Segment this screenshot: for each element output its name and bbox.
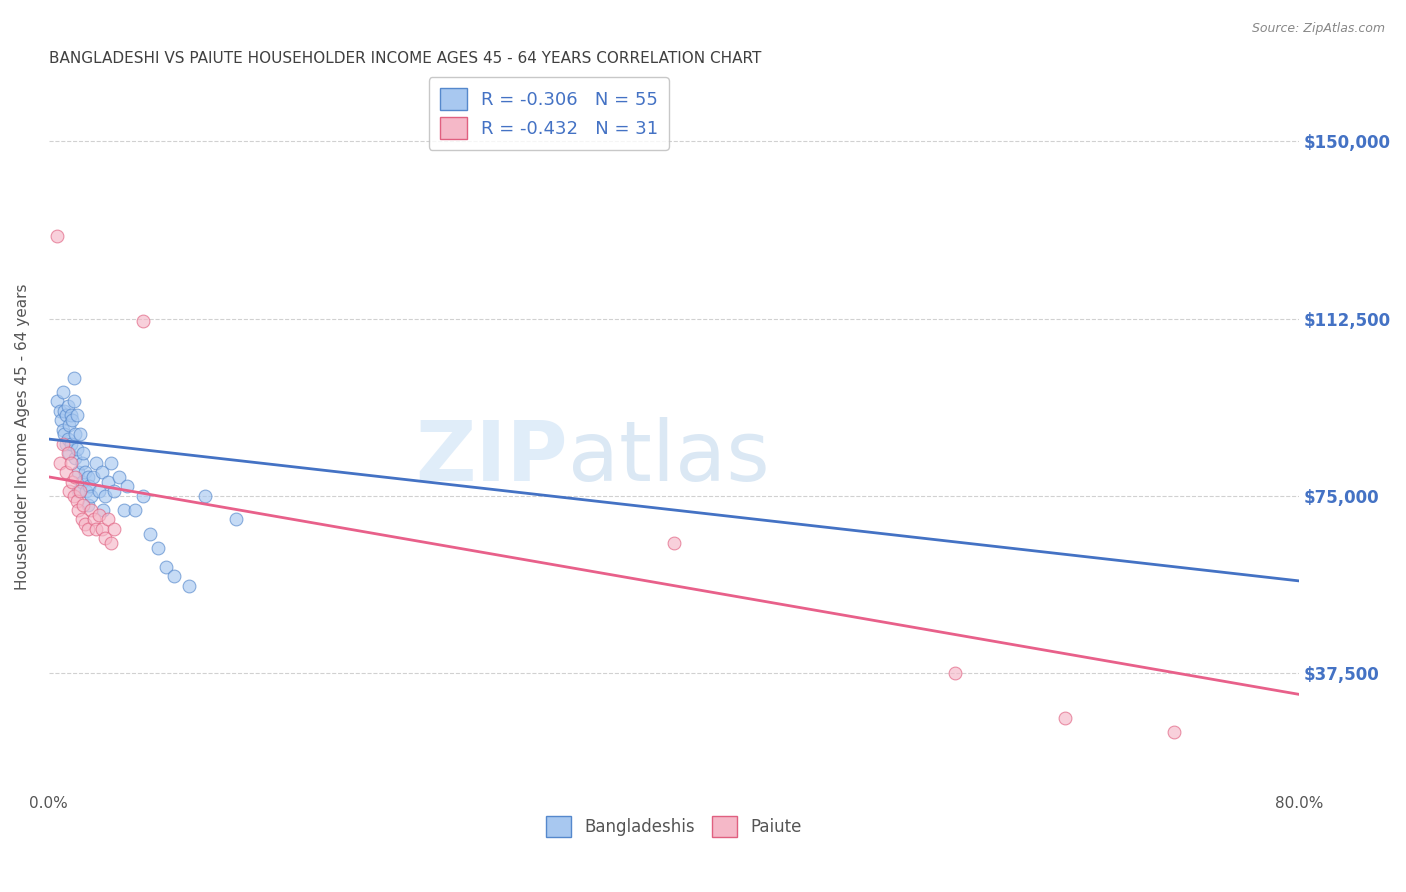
Point bbox=[70, 475, 93, 489]
Point bbox=[45, 228, 67, 243]
Point bbox=[66, 493, 89, 508]
Point bbox=[72, 446, 94, 460]
Point bbox=[82, 470, 104, 484]
Point bbox=[67, 503, 90, 517]
Point bbox=[662, 536, 685, 550]
Point bbox=[52, 437, 75, 451]
Point bbox=[58, 417, 80, 432]
Point bbox=[62, 489, 84, 503]
Point bbox=[100, 456, 122, 470]
Point bbox=[131, 489, 153, 503]
Point bbox=[55, 437, 77, 451]
Point bbox=[87, 484, 110, 499]
Point bbox=[1053, 711, 1076, 725]
Point bbox=[48, 456, 70, 470]
Point bbox=[48, 403, 70, 417]
Point bbox=[194, 489, 217, 503]
Point bbox=[59, 409, 82, 423]
Point bbox=[56, 432, 79, 446]
Point bbox=[94, 489, 117, 503]
Legend: Bangladeshis, Paiute: Bangladeshis, Paiute bbox=[540, 810, 808, 843]
Point bbox=[93, 503, 115, 517]
Point bbox=[62, 370, 84, 384]
Point bbox=[97, 512, 120, 526]
Point bbox=[69, 427, 91, 442]
Text: atlas: atlas bbox=[568, 417, 769, 499]
Point bbox=[56, 446, 79, 460]
Point bbox=[60, 475, 83, 489]
Point bbox=[139, 526, 162, 541]
Point bbox=[1163, 725, 1185, 739]
Point bbox=[67, 484, 90, 499]
Point bbox=[79, 479, 101, 493]
Point bbox=[58, 484, 80, 499]
Point bbox=[100, 536, 122, 550]
Point bbox=[76, 522, 98, 536]
Point bbox=[59, 437, 82, 451]
Point bbox=[115, 479, 138, 493]
Point bbox=[179, 579, 201, 593]
Point bbox=[146, 541, 169, 555]
Point bbox=[80, 503, 103, 517]
Point bbox=[163, 569, 186, 583]
Text: BANGLADESHI VS PAIUTE HOUSEHOLDER INCOME AGES 45 - 64 YEARS CORRELATION CHART: BANGLADESHI VS PAIUTE HOUSEHOLDER INCOME… bbox=[49, 51, 761, 66]
Point bbox=[83, 512, 105, 526]
Text: Source: ZipAtlas.com: Source: ZipAtlas.com bbox=[1251, 22, 1385, 36]
Point bbox=[94, 532, 117, 546]
Point bbox=[75, 484, 97, 499]
Point bbox=[53, 403, 76, 417]
Point bbox=[53, 427, 76, 442]
Point bbox=[84, 456, 107, 470]
Point bbox=[65, 427, 87, 442]
Point bbox=[52, 423, 75, 437]
Y-axis label: Householder Income Ages 45 - 64 years: Householder Income Ages 45 - 64 years bbox=[15, 284, 30, 590]
Point bbox=[103, 484, 125, 499]
Point bbox=[60, 413, 83, 427]
Point bbox=[103, 522, 125, 536]
Point bbox=[56, 399, 79, 413]
Point bbox=[66, 409, 89, 423]
Point bbox=[97, 475, 120, 489]
Point bbox=[76, 498, 98, 512]
Point bbox=[225, 512, 247, 526]
Point bbox=[155, 559, 177, 574]
Point bbox=[66, 442, 89, 456]
Point bbox=[90, 465, 112, 479]
Point bbox=[76, 470, 98, 484]
Point bbox=[62, 394, 84, 409]
Point bbox=[112, 503, 135, 517]
Point bbox=[58, 446, 80, 460]
Point bbox=[87, 508, 110, 522]
Point bbox=[80, 489, 103, 503]
Point bbox=[52, 384, 75, 399]
Point bbox=[67, 465, 90, 479]
Point bbox=[131, 314, 153, 328]
Text: ZIP: ZIP bbox=[415, 417, 568, 499]
Point bbox=[65, 470, 87, 484]
Point bbox=[90, 522, 112, 536]
Point bbox=[943, 666, 966, 681]
Point bbox=[84, 522, 107, 536]
Point bbox=[70, 456, 93, 470]
Point bbox=[51, 413, 73, 427]
Point bbox=[73, 465, 96, 479]
Point bbox=[65, 450, 87, 465]
Point bbox=[69, 484, 91, 499]
Point bbox=[108, 470, 131, 484]
Point bbox=[45, 394, 67, 409]
Point bbox=[55, 465, 77, 479]
Point bbox=[59, 456, 82, 470]
Point bbox=[72, 498, 94, 512]
Point bbox=[124, 503, 146, 517]
Point bbox=[55, 409, 77, 423]
Point bbox=[70, 512, 93, 526]
Point bbox=[73, 517, 96, 532]
